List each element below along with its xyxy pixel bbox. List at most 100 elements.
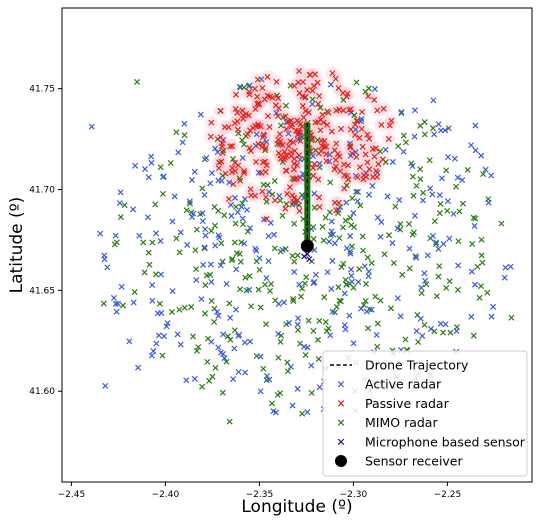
passive-radar-point xyxy=(254,93,261,100)
mimo-radar-point xyxy=(426,157,433,164)
mimo-radar-point xyxy=(282,102,290,109)
passive-radar-point xyxy=(244,131,251,138)
active-radar-point xyxy=(435,121,442,128)
passive-radar-point xyxy=(298,123,306,130)
mimo-radar-point xyxy=(152,271,159,278)
mimo-radar-point xyxy=(299,285,306,292)
active-radar-point xyxy=(328,228,335,235)
passive-radar-point xyxy=(354,117,361,124)
passive-radar-point xyxy=(365,93,372,100)
mimo-radar-point xyxy=(480,171,487,178)
active-radar-point xyxy=(409,163,416,170)
mimo-radar-point xyxy=(445,125,452,132)
active-radar-point xyxy=(201,244,208,251)
active-radar-point xyxy=(348,278,355,285)
mimo-radar-point xyxy=(199,383,206,390)
mimo-radar-point xyxy=(317,104,324,111)
mimo-radar-point xyxy=(409,231,416,238)
legend-x-marker xyxy=(337,380,345,388)
mimo-radar-point xyxy=(181,304,188,311)
active-radar-point xyxy=(155,332,162,339)
active-radar-point xyxy=(341,290,348,297)
active-radar-point xyxy=(355,278,362,286)
mimo-radar-point xyxy=(447,329,454,336)
active-radar-point xyxy=(257,388,264,395)
passive-radar-point xyxy=(359,143,366,150)
passive-radar-point xyxy=(294,197,301,204)
passive-radar-point xyxy=(310,82,317,89)
mimo-radar-point xyxy=(271,177,278,185)
mimo-radar-point xyxy=(239,137,246,144)
mimo-radar-point xyxy=(159,190,166,197)
mimo-radar-point xyxy=(232,203,239,210)
passive-radar-point xyxy=(282,167,289,174)
passive-radar-point xyxy=(286,184,293,191)
mimo-radar-point xyxy=(209,373,216,380)
passive-radar-point xyxy=(259,143,266,150)
passive-radar-point xyxy=(336,153,343,160)
passive-radar-point xyxy=(266,123,273,131)
legend-item-sensor-receiver: Sensor receiver xyxy=(335,454,463,469)
active-radar-point xyxy=(429,232,436,240)
mimo-radar-point xyxy=(314,336,322,343)
mimo-radar-point xyxy=(322,214,329,221)
active-radar-point xyxy=(400,148,407,155)
active-radar-point xyxy=(295,315,302,322)
passive-radar-point xyxy=(310,172,317,179)
mimo-radar-point xyxy=(360,301,367,308)
mimo-radar-point xyxy=(406,220,413,227)
passive-radar-point xyxy=(294,161,301,169)
active-radar-point xyxy=(239,215,246,222)
active-radar-point xyxy=(417,315,424,322)
active-radar-point xyxy=(280,299,288,306)
passive-radar-point xyxy=(264,92,271,99)
passive-radar-point xyxy=(274,113,281,120)
mimo-radar-point xyxy=(478,252,485,259)
active-radar-point xyxy=(191,168,198,175)
passive-radar-point xyxy=(234,126,241,133)
active-radar-point xyxy=(429,191,436,198)
passive-radar-point xyxy=(282,113,289,120)
active-radar-point xyxy=(421,270,428,277)
y-axis: 41.60 41.65 41.70 41.75 xyxy=(29,85,62,397)
active-radar-point xyxy=(326,238,333,245)
mimo-radar-point xyxy=(242,274,249,281)
active-radar-point xyxy=(241,196,248,203)
passive-radar-point xyxy=(316,194,323,201)
active-radar-point xyxy=(451,155,458,162)
passive-radar-point xyxy=(235,162,242,169)
active-radar-point xyxy=(132,162,139,169)
active-radar-point xyxy=(296,281,303,288)
mimo-radar-point xyxy=(240,221,247,228)
active-radar-point xyxy=(179,139,186,146)
active-radar-point xyxy=(438,175,445,182)
mimo-radar-point xyxy=(454,286,461,293)
passive-radar-point xyxy=(356,134,363,141)
mimo-radar-point xyxy=(372,293,379,300)
mimo-radar-point xyxy=(291,220,298,227)
active-radar-point xyxy=(501,274,508,281)
passive-radar-point xyxy=(264,73,271,80)
mimo-radar-point xyxy=(261,281,268,288)
mimo-radar-point xyxy=(199,185,206,192)
passive-radar-point xyxy=(234,109,241,116)
active-radar-point xyxy=(145,174,152,181)
mimo-radar-point xyxy=(219,258,226,265)
mimo-radar-point xyxy=(131,289,138,296)
passive-radar-point xyxy=(290,166,298,173)
mimo-radar-point xyxy=(417,122,424,129)
active-radar-point xyxy=(171,193,178,200)
active-radar-point xyxy=(311,278,318,285)
passive-radar-point xyxy=(275,95,282,102)
active-radar-point xyxy=(199,210,206,217)
mimo-radar-point xyxy=(268,280,275,287)
active-radar-point xyxy=(186,198,193,205)
mimo-radar-point xyxy=(208,298,215,305)
mimo-radar-point xyxy=(327,179,334,186)
passive-radar-point xyxy=(344,172,351,179)
active-radar-point xyxy=(343,245,350,252)
passive-radar-point xyxy=(318,148,325,155)
passive-radar-point xyxy=(351,131,358,138)
legend-label: Passive radar xyxy=(365,396,450,411)
mimo-radar-point xyxy=(301,280,308,287)
